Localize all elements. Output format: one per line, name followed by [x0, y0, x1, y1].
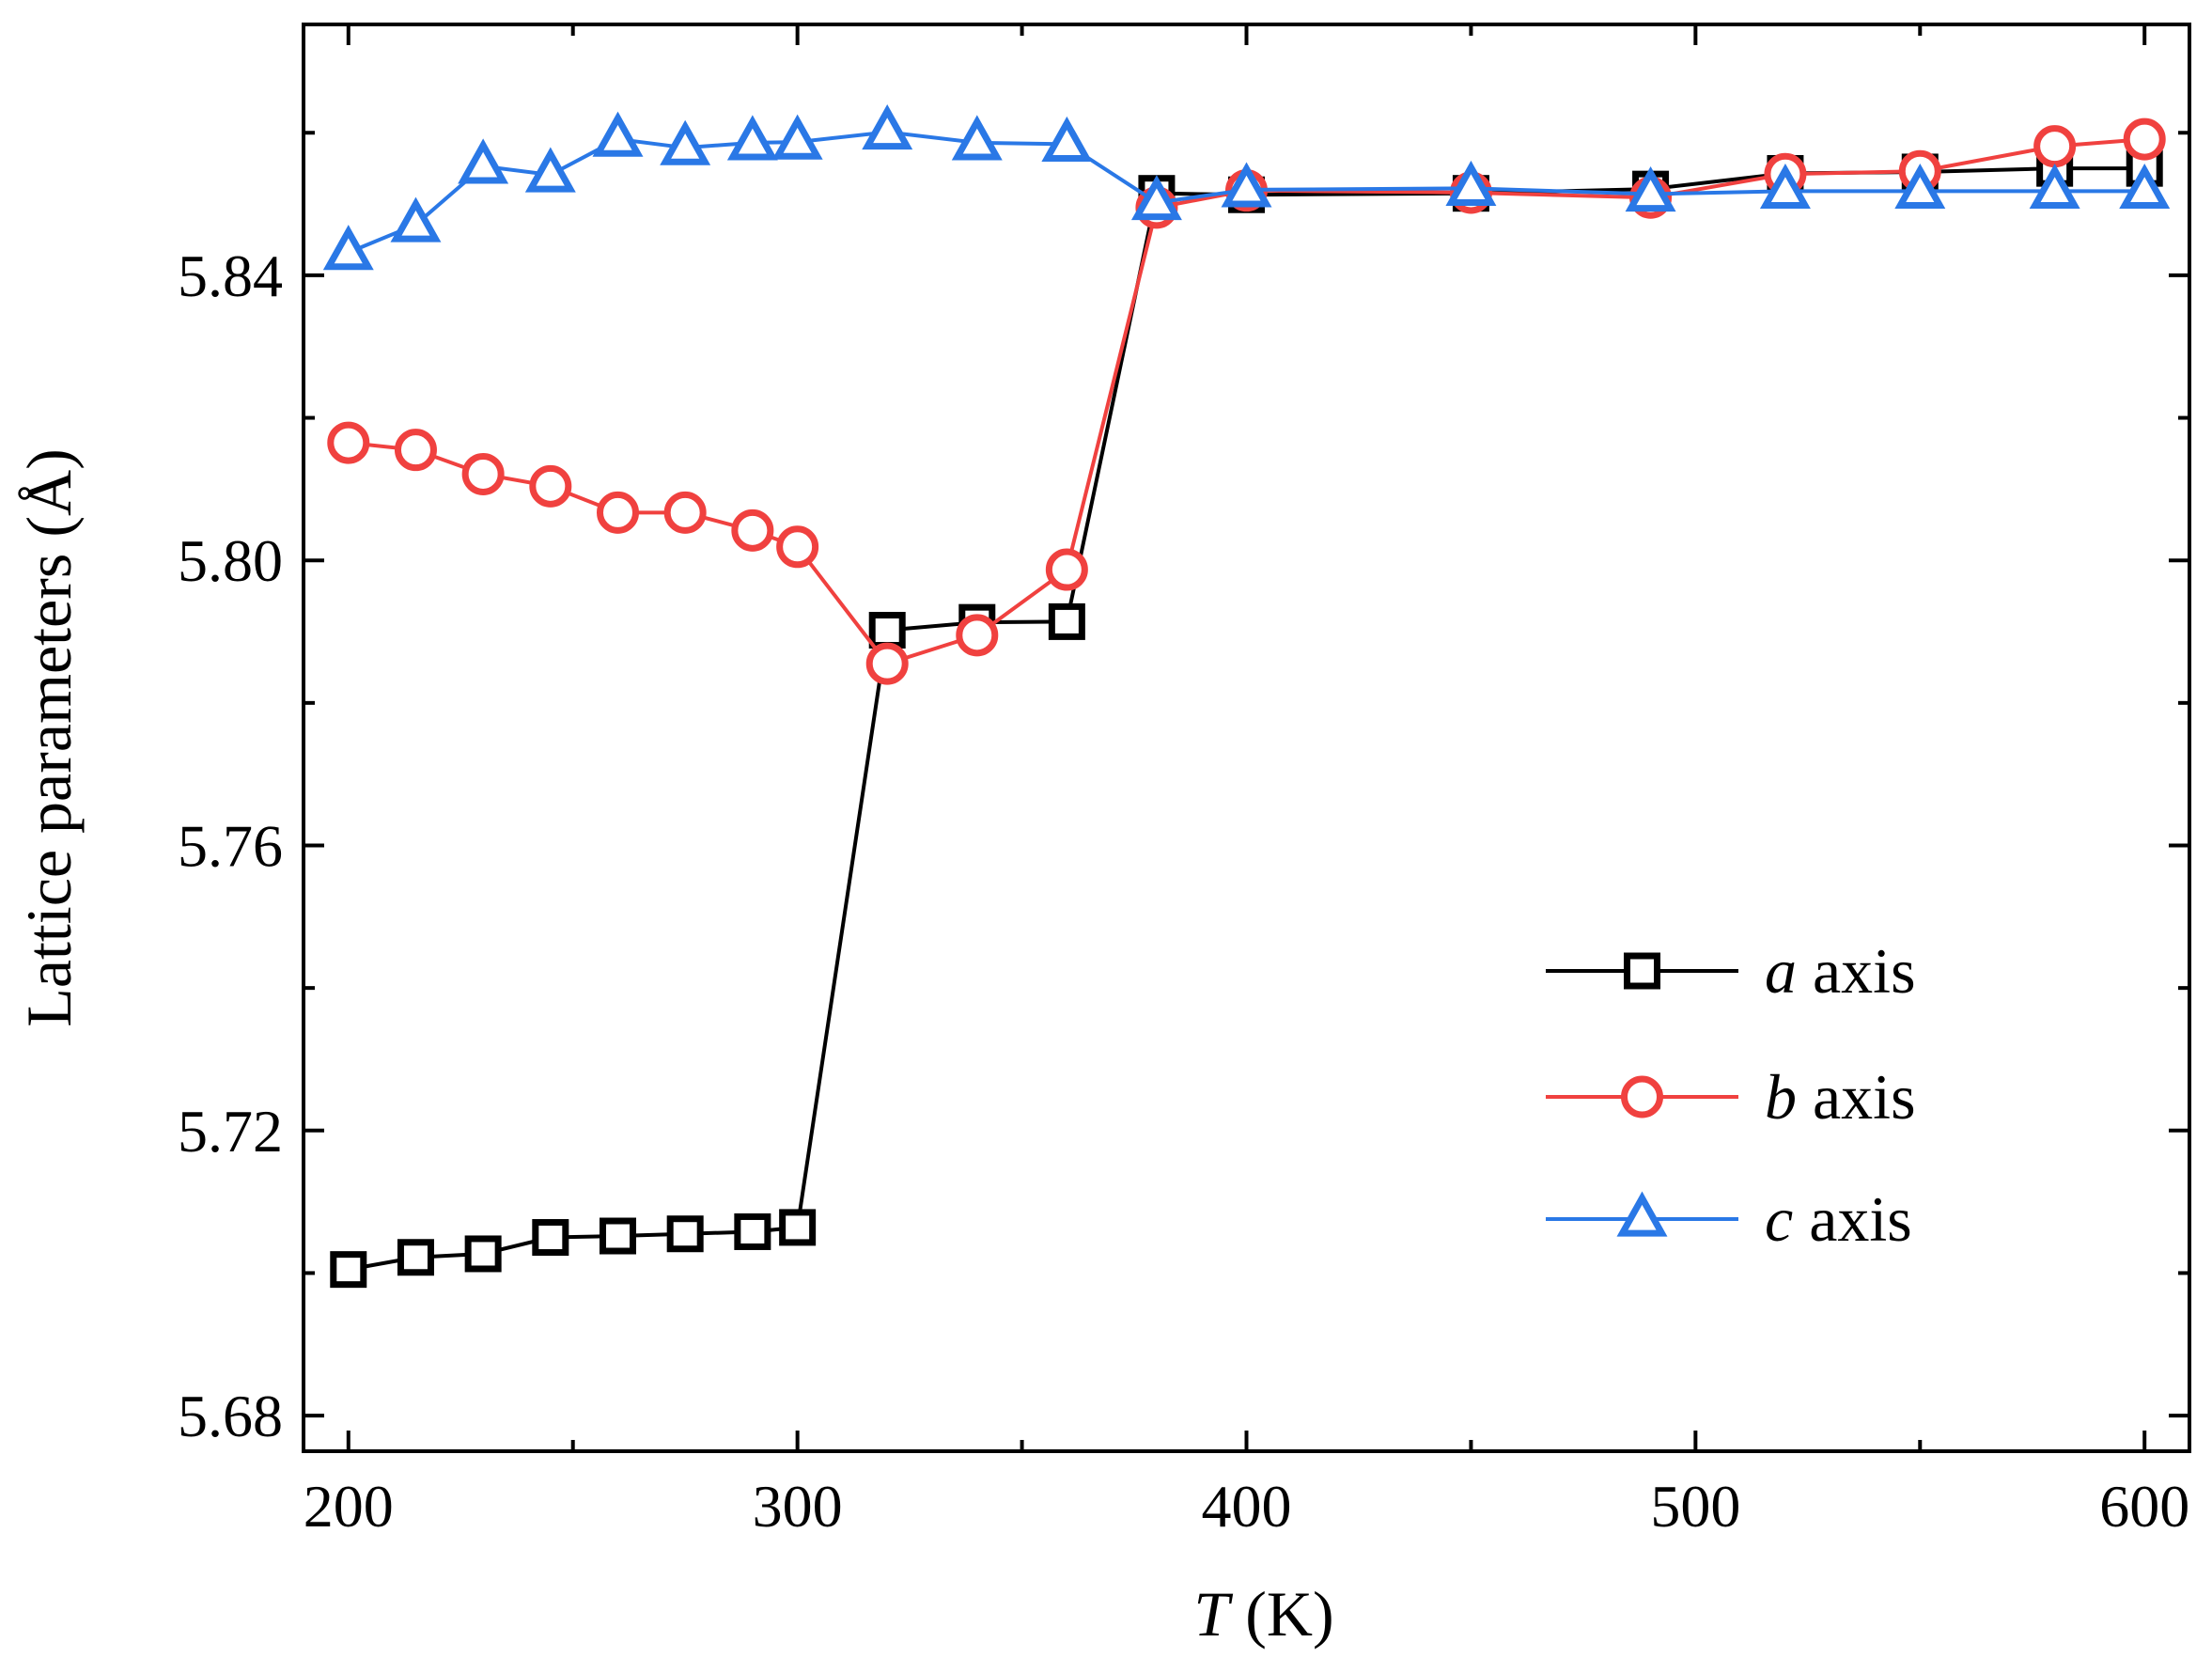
x-tick-label: 600	[2099, 1473, 2189, 1540]
data-point	[600, 1217, 636, 1255]
series-line	[348, 137, 2145, 666]
legend-label-var: a	[1765, 935, 1797, 1007]
legend-label-rest: axis	[1797, 1061, 1916, 1133]
data-point	[2119, 163, 2171, 210]
data-point	[1130, 175, 1182, 221]
x-tick-label: 300	[753, 1473, 843, 1540]
y-tick-label: 5.68	[178, 1383, 283, 1449]
axis-ticks: 200 300 400 500 600 5.68 5.72 5.76 5.80 5.84	[178, 24, 2189, 1540]
legend-item: a axis	[1546, 935, 1916, 1007]
data-point	[1445, 160, 1497, 207]
data-point	[322, 225, 374, 271]
x-tick-label: 200	[304, 1473, 394, 1540]
series-c-axis	[322, 104, 2171, 271]
x-axis-title-var: T	[1193, 1578, 1233, 1650]
series-layer	[322, 104, 2171, 1289]
x-tick-label: 400	[1202, 1473, 1292, 1540]
legend-marker	[1624, 952, 1660, 990]
data-point	[461, 452, 505, 495]
data-point	[330, 1251, 367, 1289]
y-tick-label: 5.80	[178, 527, 283, 594]
legend-label-rest: axis	[1797, 935, 1916, 1007]
y-axis-title: Lattice parameters (Å)	[13, 448, 85, 1026]
data-point	[458, 138, 509, 184]
data-point	[532, 1219, 569, 1257]
data-point	[524, 147, 576, 193]
data-point	[779, 1209, 817, 1246]
legend-item: c axis	[1546, 1183, 1912, 1255]
data-point	[951, 115, 1003, 161]
data-point	[1048, 602, 1085, 640]
data-point	[771, 114, 823, 160]
data-point	[390, 196, 442, 242]
legend-label-rest: axis	[1793, 1183, 1912, 1255]
data-point	[529, 464, 572, 508]
data-point	[1759, 163, 1811, 210]
data-point	[865, 642, 909, 685]
data-point	[2123, 117, 2166, 161]
data-point	[2029, 163, 2080, 210]
data-point	[1894, 163, 1946, 210]
data-point	[1625, 165, 1676, 212]
data-point	[1221, 162, 1272, 208]
x-axis-title-unit: (K)	[1229, 1578, 1333, 1650]
y-tick-label: 5.72	[178, 1098, 283, 1165]
data-point	[868, 612, 906, 649]
data-point	[592, 111, 644, 157]
x-tick-label: 500	[1650, 1473, 1740, 1540]
data-point	[666, 1215, 704, 1253]
data-point	[734, 1212, 771, 1250]
legend-label: b axis	[1765, 1061, 1916, 1133]
data-point	[597, 491, 639, 534]
data-point	[862, 104, 913, 150]
legend-label-var: c	[1765, 1183, 1793, 1255]
x-axis-title: T (K)	[1193, 1578, 1333, 1650]
legend-marker	[1621, 1075, 1663, 1118]
legend-label-var: b	[1765, 1061, 1797, 1133]
data-point	[2033, 125, 2077, 168]
legend-item: b axis	[1546, 1061, 1916, 1133]
data-point	[397, 1239, 434, 1276]
data-point	[663, 491, 707, 534]
legend-marker	[1616, 1191, 1668, 1237]
data-point	[726, 115, 778, 161]
legend-label: a axis	[1765, 935, 1916, 1007]
data-point	[660, 119, 711, 165]
data-point	[394, 429, 437, 472]
data-point	[327, 421, 370, 464]
data-point	[1041, 116, 1093, 163]
data-point	[464, 1235, 502, 1273]
data-point	[956, 614, 999, 657]
data-point	[1045, 548, 1088, 591]
data-point	[731, 508, 774, 552]
y-tick-label: 5.84	[178, 242, 283, 309]
legend-label: c axis	[1765, 1183, 1912, 1255]
data-point	[776, 525, 819, 569]
y-tick-label: 5.76	[178, 812, 283, 879]
